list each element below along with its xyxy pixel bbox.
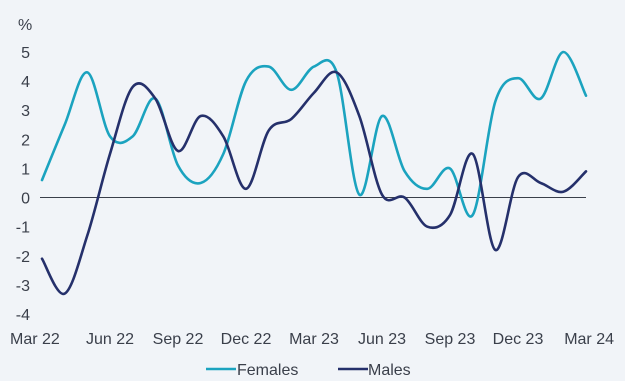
y-tick-label: -1 bbox=[16, 220, 30, 237]
y-tick-label: 2 bbox=[21, 132, 30, 149]
legend: Females Males bbox=[206, 362, 411, 379]
series-line-males bbox=[40, 70, 588, 295]
y-tick-label: 3 bbox=[21, 103, 30, 120]
y-tick-label: 1 bbox=[21, 161, 30, 178]
x-tick-label: Jun 23 bbox=[358, 331, 406, 348]
x-tick-label: Sep 23 bbox=[425, 331, 476, 348]
x-tick-label: Mar 22 bbox=[10, 331, 60, 348]
x-tick-label: Dec 22 bbox=[221, 331, 272, 348]
x-axis: Mar 22 Jun 22 Sep 22 Dec 22 Mar 23 Jun 23 Sep … bbox=[10, 331, 614, 348]
x-tick-label: Dec 23 bbox=[493, 331, 544, 348]
x-tick-label: Mar 23 bbox=[289, 331, 339, 348]
series-lines bbox=[40, 50, 588, 295]
y-tick-label: 0 bbox=[21, 191, 30, 208]
y-axis: % 5 4 3 2 1 0 -1 -2 -3 -4 bbox=[16, 17, 32, 324]
legend-label-males: Males bbox=[368, 362, 411, 376]
y-tick-label: -2 bbox=[16, 249, 30, 266]
y-unit-label: % bbox=[18, 17, 32, 34]
x-tick-label: Sep 22 bbox=[153, 331, 204, 348]
y-tick-label: -3 bbox=[16, 278, 30, 295]
y-tick-label: 4 bbox=[21, 74, 30, 91]
series-line-females bbox=[40, 50, 588, 218]
legend-label-females: Females bbox=[237, 362, 298, 376]
x-tick-label: Mar 24 bbox=[564, 331, 614, 348]
x-tick-label: Jun 22 bbox=[86, 331, 134, 348]
y-tick-label: 5 bbox=[21, 45, 30, 62]
y-tick-label: -4 bbox=[16, 307, 30, 324]
